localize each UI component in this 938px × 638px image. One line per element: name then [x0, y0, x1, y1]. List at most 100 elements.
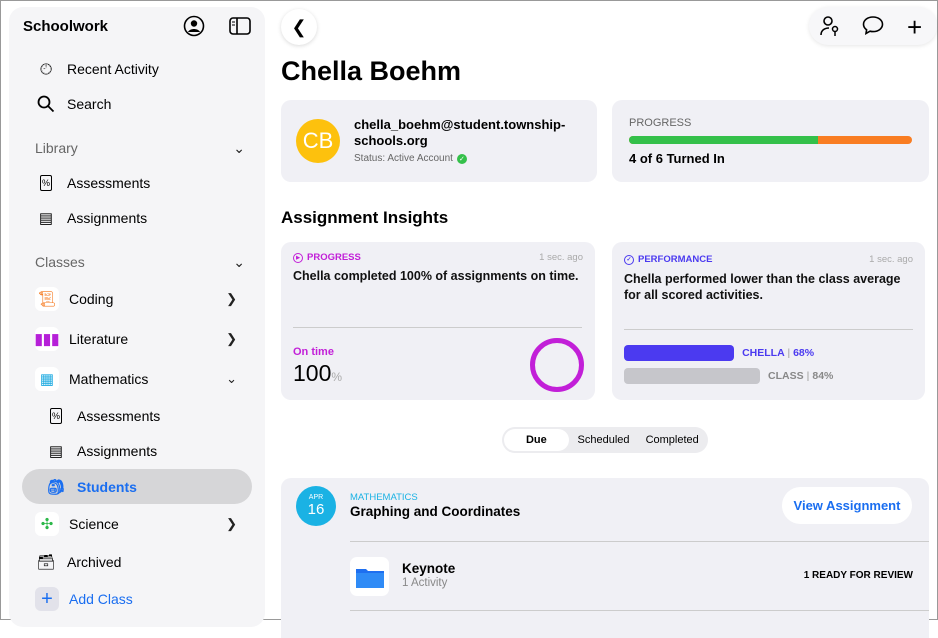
label: Coding	[69, 291, 114, 307]
label: Search	[67, 96, 112, 112]
metric-label: On time	[293, 346, 334, 358]
sidebar-item-assessments[interactable]: % Assessments	[35, 168, 245, 198]
chevron-down-icon: ⌄	[226, 371, 237, 386]
play-circle-icon: ▶	[293, 252, 303, 263]
app-title: Schoolwork	[23, 18, 109, 35]
backpack-icon: 🎒︎	[46, 479, 66, 496]
divider	[350, 541, 929, 542]
sidebar-item-mathematics[interactable]: ▦ Mathematics ⌄	[35, 364, 245, 394]
chevron-down-icon: ⌄	[233, 140, 245, 156]
metric-value: 100	[293, 360, 332, 386]
activity-count: 1 Activity	[402, 577, 448, 589]
label: Assessments	[67, 175, 151, 191]
insights-title: Assignment Insights	[281, 208, 449, 227]
sidebar-item-coding[interactable]: 📜︎ Coding ❯	[35, 284, 245, 314]
chevron-right-icon: ❯	[226, 516, 237, 531]
classes-section-header[interactable]: Classes ⌄	[35, 254, 245, 270]
bar-label-class: CLASS | 84%	[768, 370, 834, 382]
label: Classes	[35, 254, 85, 270]
sidebar-item-math-assessments[interactable]: % Assessments	[45, 401, 255, 431]
add-class-button[interactable]: + Add Class	[35, 584, 245, 614]
progress-insight-card[interactable]: ▶ PROGRESS 1 sec. ago Chella completed 10…	[281, 242, 595, 400]
progress-card: PROGRESS 4 of 6 Turned In	[612, 100, 929, 182]
segment-completed[interactable]: Completed	[645, 434, 699, 446]
bar-label-chella: CHELLA | 68%	[742, 347, 815, 359]
molecule-icon: ✣	[35, 512, 59, 536]
metric-unit: %	[331, 370, 343, 384]
plus-icon: +	[35, 587, 59, 611]
sidebar-toggle-icon[interactable]	[229, 16, 251, 42]
divider	[293, 327, 582, 328]
label: Library	[35, 140, 78, 156]
bar-chella	[624, 345, 735, 361]
due-month: APR	[308, 494, 324, 501]
chevron-left-icon: ❮	[291, 16, 307, 37]
subject-label: MATHEMATICS	[350, 492, 418, 503]
person-key-icon[interactable]	[819, 15, 841, 43]
folder-icon	[350, 557, 389, 596]
calculator-icon: ▦	[35, 367, 59, 391]
assignment-card: APR 16 MATHEMATICS Graphing and Coordinat…	[281, 478, 929, 638]
message-icon[interactable]	[862, 15, 884, 41]
tag: PROGRESS	[307, 252, 361, 263]
segment-scheduled[interactable]: Scheduled	[577, 434, 630, 446]
on-time-ring	[530, 338, 584, 392]
label: Mathematics	[69, 371, 149, 387]
sidebar-item-science[interactable]: ✣ Science ❯	[35, 509, 245, 539]
insight-text: Chella performed lower than the class av…	[624, 272, 901, 302]
turned-in-text: 4 of 6 Turned In	[629, 151, 725, 166]
segment-due[interactable]: Due	[504, 429, 569, 451]
toolbar	[809, 7, 937, 45]
profile-card: CB chella_boehm@student.township- school…	[281, 100, 597, 182]
progress-fill	[629, 136, 818, 144]
sidebar-item-assignments[interactable]: ▤ Assignments	[35, 203, 245, 233]
view-assignment-button[interactable]: View Assignment	[782, 487, 912, 524]
label: Recent Activity	[67, 61, 159, 77]
account-icon[interactable]	[183, 15, 205, 43]
performance-insight-card[interactable]: ✓ PERFORMANCE 1 sec. ago Chella performed…	[612, 242, 925, 400]
library-section-header[interactable]: Library ⌄	[35, 140, 245, 156]
check-circle-icon: ✓	[456, 153, 467, 164]
archive-box-icon: 🗃︎	[36, 554, 56, 571]
back-button[interactable]: ❮	[281, 9, 317, 45]
progress-label: PROGRESS	[629, 117, 692, 129]
sidebar-item-recent-activity[interactable]: 🕘︎ Recent Activity	[35, 54, 245, 84]
status-text: Status: Active Account	[354, 153, 453, 164]
insight-text: Chella completed 100% of assignments on …	[293, 269, 579, 283]
divider	[624, 329, 913, 330]
search-icon	[35, 93, 57, 115]
label: Assignments	[67, 210, 148, 226]
bar-name: CHELLA	[742, 347, 785, 359]
sidebar-item-students[interactable]: 🎒︎ Students	[45, 472, 255, 502]
sidebar-item-literature[interactable]: ▮▮▮ Literature ❯	[35, 324, 245, 354]
document-icon: ▤	[38, 210, 54, 227]
chevron-down-icon: ⌄	[233, 254, 245, 270]
books-icon: ▮▮▮	[35, 327, 59, 351]
selected-highlight	[22, 469, 252, 504]
label: Science	[69, 516, 119, 532]
label: Archived	[67, 554, 122, 570]
timestamp: 1 sec. ago	[869, 254, 913, 265]
label: Literature	[69, 331, 129, 347]
sidebar-item-search[interactable]: Search	[35, 89, 245, 119]
timestamp: 1 sec. ago	[539, 252, 583, 263]
bar-value: 84%	[812, 370, 834, 382]
percent-doc-icon: %	[35, 172, 57, 194]
due-day: 16	[307, 501, 325, 518]
clock-icon: 🕘︎	[40, 60, 52, 78]
sidebar-item-math-assignments[interactable]: ▤ Assignments	[45, 436, 255, 466]
avatar: CB	[296, 119, 340, 163]
activity-app[interactable]: Keynote	[402, 561, 456, 576]
add-icon[interactable]: +	[907, 12, 923, 42]
sidebar-item-archived[interactable]: 🗃︎ Archived	[35, 547, 245, 577]
bar-value: 68%	[793, 347, 815, 359]
percent-doc-icon: %	[45, 405, 67, 427]
label: Assignments	[77, 443, 158, 459]
progress-bar	[629, 136, 912, 144]
email-line-2: schools.org	[354, 133, 428, 148]
status-segmented-control: Due Scheduled Completed	[502, 427, 708, 453]
document-icon: ▤	[48, 443, 64, 460]
label: Assessments	[77, 408, 161, 424]
label: Students	[77, 479, 137, 495]
scroll-icon: 📜︎	[35, 287, 59, 311]
